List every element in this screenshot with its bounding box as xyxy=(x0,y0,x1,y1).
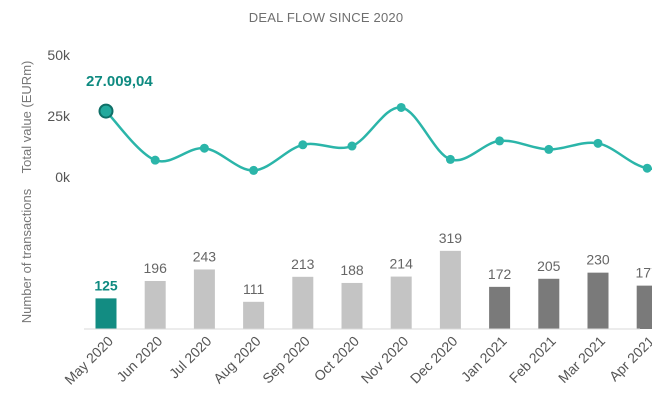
bar xyxy=(587,272,609,329)
y-tick-label: 25k xyxy=(47,108,71,124)
bar-value-label: 243 xyxy=(193,248,217,264)
x-tick-label: Oct 2020 xyxy=(311,333,363,385)
line-point xyxy=(249,165,259,175)
bar xyxy=(341,282,363,329)
bar-value-labels: 125196243111213188214319172205230177170 xyxy=(94,230,652,297)
bar-value-label: 188 xyxy=(340,262,364,278)
x-tick-label: Mar 2021 xyxy=(555,333,608,386)
bar-value-label: 177 xyxy=(636,265,652,281)
bar-value-label: 214 xyxy=(390,256,414,272)
x-tick-label: Jun 2020 xyxy=(113,333,165,385)
y-tick-label: 0k xyxy=(55,169,71,185)
line-point xyxy=(495,136,505,146)
bar xyxy=(144,280,166,329)
x-tick-label: Aug 2020 xyxy=(210,333,264,387)
x-tick-label: Nov 2020 xyxy=(358,333,412,387)
bar-value-label: 205 xyxy=(537,258,561,274)
bar xyxy=(95,298,117,329)
bar xyxy=(636,285,652,329)
bar-y-axis-label: Number of transactions xyxy=(19,188,34,323)
line-point xyxy=(298,140,308,150)
bar xyxy=(439,250,461,329)
x-tick-label: Apr 2021 xyxy=(606,333,652,385)
bar-value-label: 196 xyxy=(144,260,168,276)
bar xyxy=(489,286,511,329)
x-tick-label: May 2020 xyxy=(61,333,116,388)
line-point xyxy=(150,155,160,165)
line-point xyxy=(544,144,554,154)
bar xyxy=(390,276,412,329)
x-tick-label: Sep 2020 xyxy=(259,333,313,387)
bar xyxy=(193,269,215,329)
bar-value-label: 172 xyxy=(488,266,512,282)
total-value-line xyxy=(105,106,652,172)
bar-value-label: 213 xyxy=(291,256,315,272)
x-tick-label: Jul 2020 xyxy=(166,333,215,382)
bar xyxy=(243,301,265,329)
chart-title: DEAL FLOW SINCE 2020 xyxy=(249,10,404,25)
total-value-points xyxy=(98,102,652,175)
bar-value-label: 319 xyxy=(439,230,463,246)
line-point xyxy=(396,102,406,112)
line-point xyxy=(199,143,209,153)
y-tick-label: 50k xyxy=(47,47,71,63)
bar-value-label: 230 xyxy=(586,252,610,268)
line-point xyxy=(593,138,603,148)
bar-value-label: 125 xyxy=(94,277,118,293)
line-annotations: 27.009,046.869,53 xyxy=(86,73,153,90)
line-point xyxy=(445,154,455,164)
bar xyxy=(538,278,560,329)
line-y-ticks: 0k 25k 50k xyxy=(47,47,71,185)
bar-series xyxy=(95,250,652,329)
line-y-axis-label: Total value (EURm) xyxy=(19,61,34,174)
x-tick-label: Feb 2021 xyxy=(506,333,559,386)
bar-value-label: 111 xyxy=(243,281,264,297)
x-tick-label: Dec 2020 xyxy=(407,333,461,387)
line-value-annotation: 27.009,04 xyxy=(86,73,153,90)
line-point xyxy=(642,163,652,173)
x-tick-label: Jan 2021 xyxy=(458,333,510,385)
line-point xyxy=(98,103,114,119)
line-point xyxy=(347,141,357,151)
bar xyxy=(292,276,314,329)
